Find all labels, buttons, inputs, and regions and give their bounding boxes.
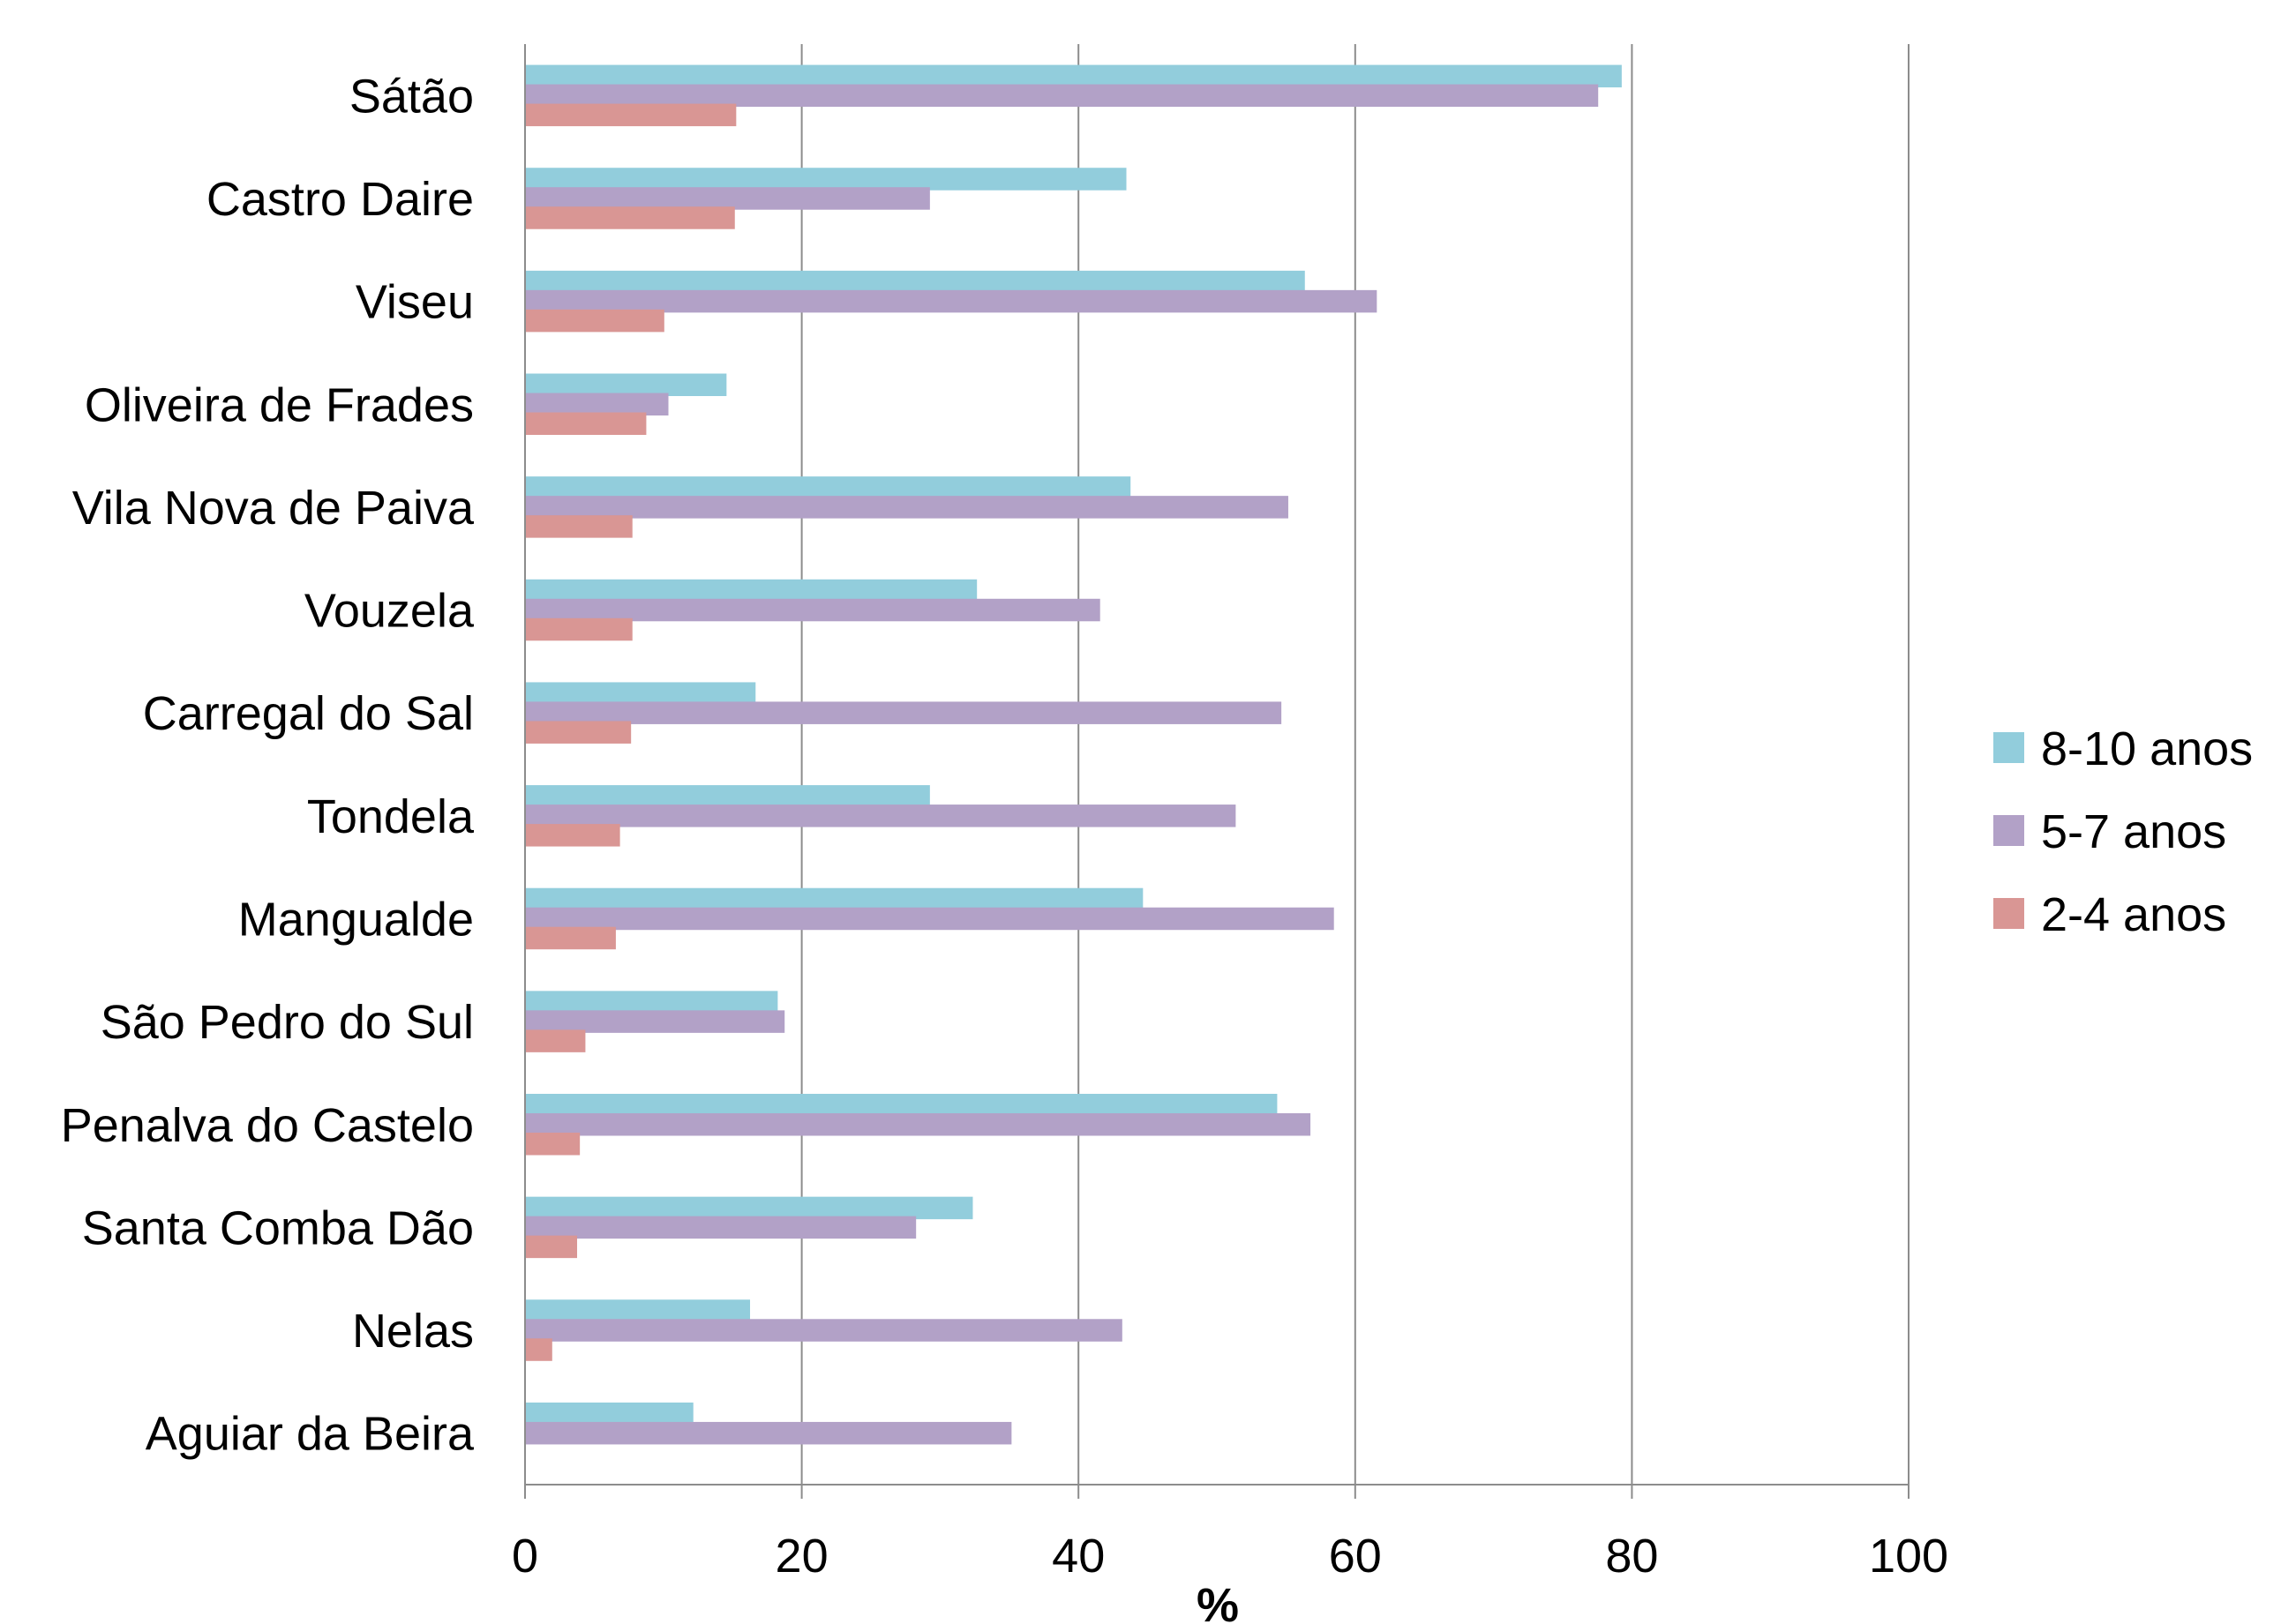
bar-5-7-anos-4 [526, 496, 1288, 519]
bar-5-7-anos-2 [526, 289, 1377, 313]
bar-2-4-anos-8 [526, 926, 616, 950]
bar-8-10-anos-7 [526, 785, 930, 808]
x-tick-label-60: 60 [1329, 1530, 1382, 1583]
bar-5-7-anos-1 [526, 187, 930, 210]
bar-8-10-anos-2 [526, 270, 1305, 294]
bar-2-4-anos-4 [526, 515, 633, 538]
legend-label-8-10-anos: 8-10 anos [2041, 722, 2253, 775]
category-label: Oliveira de Frades [85, 378, 474, 431]
bar-2-4-anos-11 [526, 1235, 578, 1259]
bar-8-10-anos-4 [526, 476, 1131, 499]
bar-8-10-anos-8 [526, 887, 1144, 911]
category-label: Sátão [349, 70, 474, 123]
bar-5-7-anos-11 [526, 1216, 917, 1239]
bar-8-10-anos-9 [526, 991, 778, 1014]
legend: 8-10 anos 5-7 anos 2-4 anos [1993, 722, 2253, 941]
bar-5-7-anos-6 [526, 701, 1282, 724]
category-label: Santa Comba Dão [82, 1201, 474, 1254]
category-label: Viseu [356, 276, 474, 329]
bar-8-10-anos-11 [526, 1196, 973, 1220]
x-tick-label-40: 40 [1052, 1530, 1105, 1583]
bars [526, 64, 1622, 1445]
legend-label-5-7-anos: 5-7 anos [2041, 805, 2226, 858]
category-label: Vila Nova de Paiva [72, 482, 475, 535]
bar-5-7-anos-7 [526, 805, 1236, 827]
bar-5-7-anos-9 [526, 1010, 785, 1033]
legend-swatch-5-7-anos [1993, 815, 2024, 846]
bar-8-10-anos-0 [526, 64, 1622, 88]
bar-5-7-anos-12 [526, 1319, 1122, 1342]
legend-label-2-4-anos: 2-4 anos [2041, 888, 2226, 941]
bar-5-7-anos-5 [526, 598, 1100, 622]
axes [524, 44, 1909, 1486]
bar-2-4-anos-1 [526, 206, 735, 229]
bar-5-7-anos-13 [526, 1421, 1012, 1445]
category-label: Castro Daire [206, 173, 474, 226]
bar-2-4-anos-12 [526, 1338, 552, 1361]
x-tick-label-0: 0 [512, 1530, 538, 1583]
category-label: São Pedro do Sul [101, 996, 474, 1049]
bar-2-4-anos-0 [526, 103, 737, 127]
category-label: Vouzela [304, 585, 475, 638]
bar-2-4-anos-3 [526, 412, 647, 435]
category-label: Aguiar da Beira [146, 1408, 475, 1461]
bar-5-7-anos-8 [526, 907, 1334, 931]
bar-8-10-anos-13 [526, 1402, 694, 1426]
bar-2-4-anos-6 [526, 721, 632, 744]
x-tick-label-80: 80 [1605, 1530, 1658, 1583]
category-label: Penalva do Castelo [61, 1099, 474, 1152]
bar-8-10-anos-1 [526, 168, 1127, 191]
bar-5-7-anos-0 [526, 84, 1599, 108]
bar-5-7-anos-10 [526, 1113, 1311, 1136]
category-label: Mangualde [238, 893, 474, 946]
x-tick-label-20: 20 [776, 1530, 829, 1583]
x-axis-title: % [1197, 1579, 1239, 1624]
bar-2-4-anos-10 [526, 1133, 581, 1156]
bar-2-4-anos-9 [526, 1029, 586, 1052]
category-labels: Sátão Castro Daire Viseu Oliveira de Frades… [61, 70, 475, 1460]
bar-8-10-anos-3 [526, 373, 727, 396]
category-label: Tondela [307, 790, 475, 843]
bar-8-10-anos-10 [526, 1094, 1278, 1117]
bar-8-10-anos-12 [526, 1299, 751, 1322]
bar-8-10-anos-6 [526, 682, 756, 705]
bar-2-4-anos-5 [526, 617, 633, 641]
category-label: Nelas [352, 1305, 474, 1358]
x-tick-labels: 0 20 40 60 80 100 [512, 1530, 1948, 1583]
bar-2-4-anos-2 [526, 309, 664, 333]
legend-swatch-8-10-anos [1993, 732, 2024, 763]
gridlines [524, 44, 1910, 1499]
legend-swatch-2-4-anos [1993, 898, 2024, 929]
bar-5-7-anos-3 [526, 393, 669, 415]
x-tick-label-100: 100 [1869, 1530, 1948, 1583]
bar-2-4-anos-7 [526, 824, 620, 847]
bar-8-10-anos-5 [526, 579, 978, 602]
category-label: Carregal do Sal [143, 687, 474, 740]
